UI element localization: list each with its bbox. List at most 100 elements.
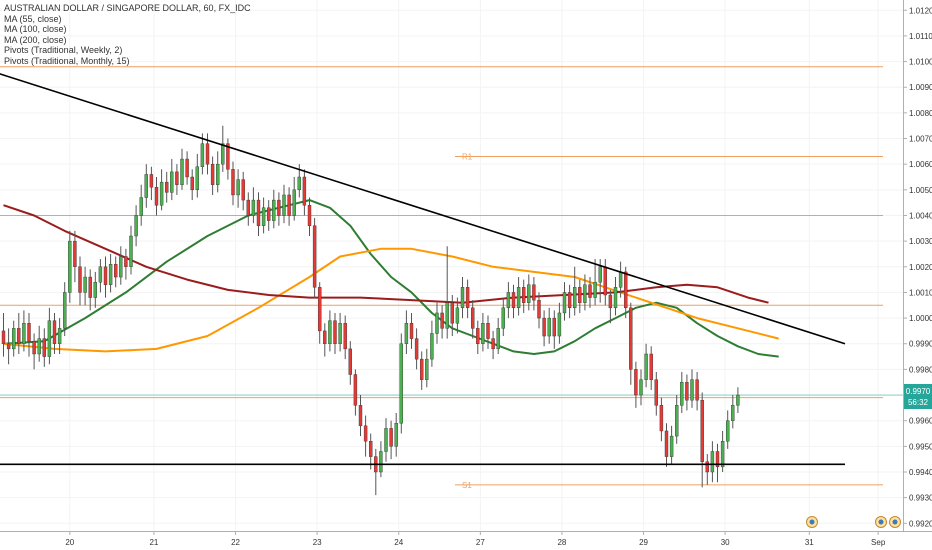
candle-body: [460, 287, 465, 309]
candle-body: [154, 187, 159, 206]
legend-pivots-monthly[interactable]: Pivots (Traditional, Monthly, 15): [4, 55, 130, 66]
y-tick-label: 1.0060: [909, 160, 932, 169]
candle-body: [736, 394, 740, 406]
candle-body: [471, 307, 475, 329]
candle: [63, 282, 67, 337]
candle-body: [272, 199, 276, 221]
event-markers[interactable]: [806, 516, 901, 528]
candle: [231, 161, 235, 206]
candle-body: [664, 430, 669, 457]
candle: [103, 256, 108, 298]
candle: [37, 325, 41, 362]
candle: [261, 197, 266, 234]
candle: [134, 205, 138, 247]
candle: [644, 343, 648, 388]
candle: [685, 374, 689, 411]
y-tick-label: 1.0090: [909, 83, 932, 92]
price-tag-box: [904, 384, 932, 409]
candle: [710, 441, 715, 483]
candle-body: [88, 276, 92, 298]
candle: [348, 341, 352, 385]
candle-body: [11, 328, 16, 350]
candle-body: [52, 320, 57, 344]
candle: [481, 312, 485, 352]
time-axis[interactable]: 20 21 22 23 24 27 28 29 30 31 Sep: [0, 531, 932, 547]
candle-body: [516, 287, 521, 309]
x-tick-label: 27: [476, 538, 485, 547]
candle-body: [389, 428, 393, 447]
candle-body: [511, 292, 516, 309]
candle-body: [537, 299, 541, 319]
trendlines[interactable]: [0, 72, 846, 466]
candle: [83, 266, 87, 306]
candle: [450, 295, 454, 337]
candle: [629, 302, 633, 385]
candle-body: [700, 399, 704, 462]
candle: [343, 315, 347, 360]
y-tick-label: 0.9990: [909, 340, 932, 349]
calendar-event-icon[interactable]: [889, 516, 901, 528]
candle: [353, 369, 358, 416]
trendline-descending[interactable]: [0, 72, 846, 345]
candle: [445, 246, 449, 339]
legend-ma55[interactable]: MA (55, close): [4, 13, 62, 24]
candle: [720, 430, 725, 472]
candle: [501, 297, 505, 337]
legend-ma200[interactable]: MA (200, close): [4, 34, 67, 45]
legend-ma100[interactable]: MA (100, close): [4, 24, 67, 34]
candle: [32, 333, 36, 370]
x-tick-label: 22: [231, 538, 240, 547]
candle-body: [83, 276, 87, 293]
price-axis[interactable]: 1.0120 1.0110 1.0100 1.0090 1.0080 1.0070 1.00…: [903, 0, 932, 531]
chart-legend: AUSTRALIAN DOLLAR / SINGAPORE DOLLAR, 60…: [4, 3, 251, 66]
candle-body: [195, 166, 200, 191]
candle: [675, 395, 679, 444]
candle-body: [37, 338, 41, 355]
candle-body: [190, 176, 194, 191]
candle-body: [287, 194, 291, 216]
candle-body: [63, 292, 67, 329]
candle: [292, 177, 296, 221]
candle: [496, 318, 500, 354]
candle: [379, 441, 383, 478]
y-tick-label: 1.0120: [909, 6, 932, 15]
candle-body: [557, 312, 562, 337]
candle: [695, 371, 699, 411]
candle-body: [328, 320, 332, 344]
candle: [57, 318, 62, 354]
candle-body: [731, 405, 735, 421]
candle: [511, 284, 516, 319]
candle-body: [455, 307, 460, 324]
candle-body: [629, 307, 633, 370]
candle: [736, 387, 740, 413]
legend-pivots-weekly[interactable]: Pivots (Traditional, Weekly, 2): [4, 45, 123, 55]
candle: [491, 330, 495, 360]
candle-body: [103, 266, 108, 285]
x-tick-label: 20: [65, 538, 74, 547]
calendar-event-icon[interactable]: [806, 516, 818, 528]
x-tick-label: Sep: [871, 538, 886, 547]
y-tick-label: 0.9920: [909, 519, 932, 528]
candle: [328, 310, 332, 352]
candle: [113, 256, 118, 288]
x-tick-label: 30: [721, 538, 730, 547]
y-tick-label: 1.0020: [909, 263, 932, 272]
candle: [88, 269, 92, 311]
candle-body: [363, 425, 368, 442]
symbol-title: AUSTRALIAN DOLLAR / SINGAPORE DOLLAR, 60…: [4, 3, 251, 13]
candle-body: [32, 340, 36, 355]
candle: [516, 277, 521, 316]
moving-averages: [3, 199, 779, 358]
candle: [287, 187, 291, 226]
candle-body: [1, 330, 6, 344]
candle: [435, 302, 439, 344]
candle: [404, 310, 409, 354]
candle: [17, 312, 21, 354]
candle-body: [567, 292, 572, 309]
calendar-event-icon[interactable]: [875, 516, 887, 528]
candle: [358, 395, 363, 437]
candle-body: [552, 317, 556, 337]
candle: [680, 371, 684, 413]
